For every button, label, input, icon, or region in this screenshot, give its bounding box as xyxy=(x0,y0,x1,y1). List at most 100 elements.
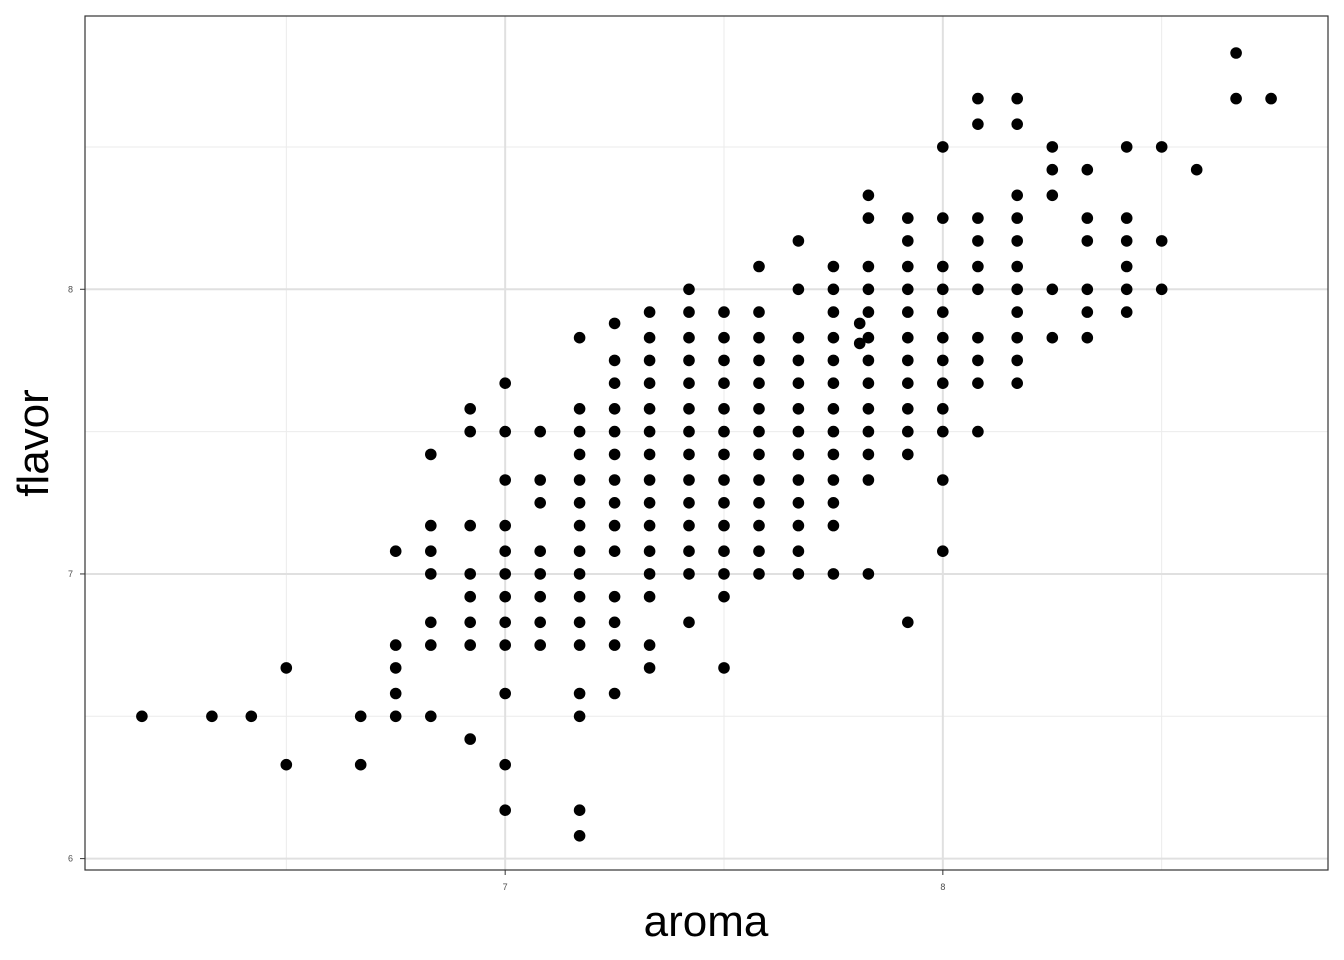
data-point xyxy=(753,403,765,415)
data-point xyxy=(683,568,695,580)
data-point xyxy=(643,639,656,651)
plot-panel-background xyxy=(85,16,1328,870)
data-point xyxy=(862,306,875,318)
y-axis-title: flavor xyxy=(9,389,58,497)
data-point xyxy=(573,830,586,842)
data-point xyxy=(608,519,621,532)
data-point xyxy=(683,448,695,461)
data-point xyxy=(937,377,949,390)
data-point xyxy=(902,377,914,390)
data-point xyxy=(534,568,546,580)
data-point xyxy=(902,616,914,629)
data-point xyxy=(1081,212,1094,224)
data-point xyxy=(792,497,805,509)
data-point xyxy=(1230,92,1242,105)
data-point xyxy=(1011,235,1023,247)
data-point xyxy=(1011,189,1023,202)
data-point xyxy=(972,92,984,105)
data-point xyxy=(643,425,656,438)
data-point xyxy=(280,662,293,674)
data-point xyxy=(827,497,840,509)
data-point xyxy=(608,448,621,461)
data-point xyxy=(937,212,949,224)
data-point xyxy=(972,118,984,130)
data-point xyxy=(573,545,586,557)
data-point xyxy=(792,331,805,344)
data-point xyxy=(902,354,914,367)
data-point xyxy=(643,568,656,580)
data-point xyxy=(1155,141,1168,153)
plot-panel-border xyxy=(84,15,1329,871)
data-point xyxy=(464,590,477,603)
data-point xyxy=(827,448,840,461)
data-point xyxy=(464,519,477,532)
data-point xyxy=(643,306,656,318)
data-point xyxy=(499,804,512,816)
data-point xyxy=(425,710,437,723)
data-point xyxy=(718,403,730,415)
data-point xyxy=(972,283,984,296)
data-point xyxy=(499,590,512,603)
data-point xyxy=(1011,283,1023,296)
data-point xyxy=(972,260,984,273)
data-point xyxy=(862,260,875,273)
major-gridlines xyxy=(85,16,1328,870)
data-point xyxy=(683,425,695,438)
data-point xyxy=(862,189,875,202)
data-point xyxy=(499,687,512,700)
data-point xyxy=(499,758,512,771)
data-point xyxy=(792,354,805,367)
data-point xyxy=(862,212,875,224)
data-point xyxy=(1046,331,1059,344)
minor-gridlines xyxy=(85,16,1328,870)
data-point xyxy=(792,474,805,486)
data-point xyxy=(683,474,695,486)
data-point xyxy=(464,403,477,415)
data-point xyxy=(683,519,695,532)
data-point xyxy=(608,403,621,415)
data-point xyxy=(1011,118,1023,130)
data-point xyxy=(902,448,914,461)
data-point xyxy=(718,331,730,344)
data-point xyxy=(499,568,512,580)
data-point xyxy=(792,377,805,390)
data-point xyxy=(389,710,402,723)
data-point xyxy=(683,616,695,629)
data-point xyxy=(464,639,477,651)
data-point xyxy=(753,260,765,273)
data-point xyxy=(1011,354,1023,367)
data-point xyxy=(792,425,805,438)
data-point xyxy=(354,710,367,723)
data-point xyxy=(573,590,586,603)
data-point xyxy=(718,448,730,461)
data-point xyxy=(937,545,949,557)
data-point xyxy=(1011,331,1023,344)
data-point xyxy=(643,448,656,461)
data-point xyxy=(718,306,730,318)
data-point xyxy=(534,639,546,651)
data-point xyxy=(827,425,840,438)
data-point xyxy=(1011,260,1023,273)
data-point xyxy=(499,639,512,651)
y-tick-label: 6 xyxy=(68,854,73,864)
data-point xyxy=(937,306,949,318)
data-point xyxy=(862,448,875,461)
data-point xyxy=(1081,306,1094,318)
data-point xyxy=(753,306,765,318)
data-point xyxy=(937,474,949,486)
data-point xyxy=(792,403,805,415)
data-point xyxy=(425,568,437,580)
data-point xyxy=(862,474,875,486)
data-point xyxy=(608,545,621,557)
y-axis-ticks: 6 7 8 xyxy=(68,284,85,864)
data-point xyxy=(827,283,840,296)
data-point xyxy=(1011,92,1023,105)
data-point xyxy=(608,377,621,390)
data-point xyxy=(499,545,512,557)
data-point xyxy=(827,377,840,390)
data-point xyxy=(792,519,805,532)
data-point xyxy=(1011,306,1023,318)
data-point xyxy=(972,377,984,390)
data-point xyxy=(718,590,730,603)
data-point xyxy=(1011,212,1023,224)
